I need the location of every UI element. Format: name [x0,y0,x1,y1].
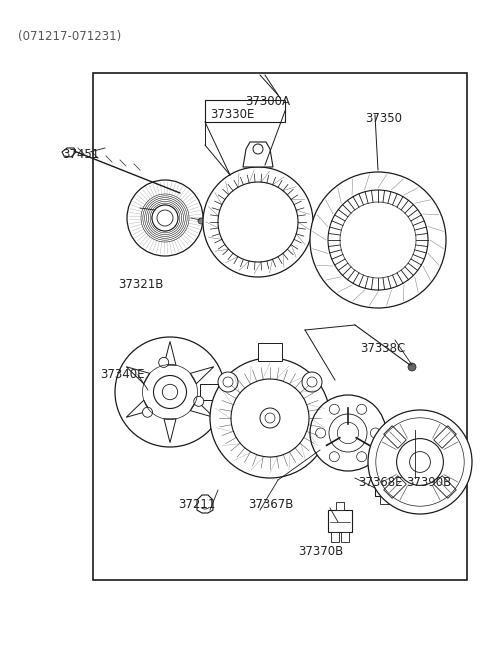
Bar [328,510,352,532]
Circle shape [340,202,416,278]
Bar [384,476,406,498]
Bar [379,484,391,492]
Circle shape [396,439,444,485]
Polygon shape [126,367,150,384]
Circle shape [368,410,472,514]
Bar [205,100,285,122]
Text: 37368E: 37368E [358,476,403,489]
Circle shape [265,413,275,423]
Polygon shape [62,148,76,157]
Circle shape [210,358,330,478]
Circle shape [316,428,325,438]
Circle shape [198,218,204,224]
Polygon shape [126,400,150,417]
Bar [375,480,395,496]
Circle shape [310,395,386,471]
Bar [341,532,349,542]
Circle shape [159,358,168,367]
Circle shape [310,172,446,308]
Circle shape [260,408,280,428]
Circle shape [127,180,203,256]
Text: 37211: 37211 [178,498,216,511]
Circle shape [152,205,178,231]
Bar [434,426,456,448]
Text: (071217-071231): (071217-071231) [18,30,121,43]
Circle shape [357,452,367,462]
Circle shape [328,190,428,290]
Circle shape [203,167,313,277]
Circle shape [253,144,263,154]
Bar [384,426,406,448]
Text: 37338C: 37338C [360,342,405,355]
Circle shape [371,428,380,438]
Circle shape [302,372,322,392]
Polygon shape [164,419,176,443]
Circle shape [157,210,173,226]
Polygon shape [243,142,273,167]
Text: 37321B: 37321B [118,278,163,291]
Circle shape [329,414,367,452]
Text: 37300A: 37300A [245,95,290,108]
Circle shape [154,375,187,409]
Circle shape [194,396,204,406]
Bar [93,73,467,580]
Circle shape [218,372,238,392]
Circle shape [218,182,298,262]
Text: 37340E: 37340E [100,368,144,381]
Circle shape [357,404,367,415]
Text: 37451: 37451 [62,148,99,161]
Circle shape [337,422,359,443]
Circle shape [409,451,431,472]
Bar [331,532,339,542]
Bar [258,343,282,361]
Bar [380,496,390,504]
Circle shape [143,407,153,417]
Polygon shape [190,400,214,417]
Polygon shape [164,341,176,365]
Text: 37370B: 37370B [298,545,343,558]
Circle shape [329,452,339,462]
Text: 37367B: 37367B [248,498,293,511]
Circle shape [329,404,339,415]
Text: 37390B: 37390B [406,476,451,489]
Bar [336,502,344,510]
Circle shape [223,377,233,387]
Text: 37330E: 37330E [210,108,254,121]
Circle shape [115,337,225,447]
Polygon shape [190,367,214,384]
Circle shape [231,379,309,457]
Circle shape [162,384,178,400]
Circle shape [408,363,416,371]
Text: 37350: 37350 [365,112,402,125]
Polygon shape [197,495,213,513]
Bar [200,384,218,400]
Bar [218,387,228,397]
Bar [434,476,456,498]
Circle shape [307,377,317,387]
